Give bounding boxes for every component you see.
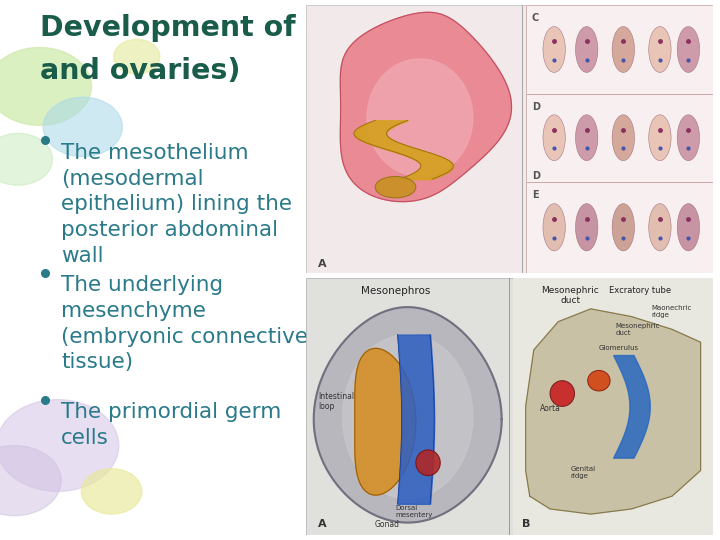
Text: D: D [532, 171, 540, 181]
FancyBboxPatch shape [306, 278, 713, 535]
Ellipse shape [612, 115, 634, 160]
Text: B: B [521, 519, 530, 529]
Ellipse shape [678, 204, 700, 251]
Circle shape [114, 39, 160, 74]
Ellipse shape [678, 26, 700, 72]
Ellipse shape [649, 115, 671, 160]
Text: Mesonephric
duct: Mesonephric duct [615, 322, 660, 335]
Polygon shape [367, 59, 473, 177]
Text: Gonad: Gonad [375, 520, 400, 529]
Circle shape [0, 48, 91, 125]
Text: Glomerulus: Glomerulus [599, 345, 639, 351]
Ellipse shape [375, 177, 416, 198]
Text: Development of gonads (testes: Development of gonads (testes [40, 14, 545, 42]
Ellipse shape [543, 204, 565, 251]
Text: and ovaries): and ovaries) [40, 57, 240, 85]
Ellipse shape [416, 450, 440, 476]
FancyBboxPatch shape [513, 278, 713, 535]
Polygon shape [341, 12, 511, 201]
Ellipse shape [649, 204, 671, 251]
Text: The primordial germ
cells: The primordial germ cells [61, 402, 282, 448]
Text: Excratory tube: Excratory tube [608, 286, 670, 295]
FancyBboxPatch shape [526, 5, 713, 93]
Ellipse shape [575, 115, 598, 160]
FancyBboxPatch shape [526, 93, 713, 182]
Ellipse shape [588, 370, 610, 391]
FancyBboxPatch shape [526, 5, 713, 273]
Text: A: A [318, 259, 327, 269]
Ellipse shape [550, 381, 575, 406]
Ellipse shape [678, 115, 700, 160]
Text: Mesonephros: Mesonephros [361, 286, 430, 296]
Text: Dorsal
mesentery: Dorsal mesentery [395, 505, 433, 518]
Text: E: E [532, 190, 539, 200]
Polygon shape [343, 335, 473, 498]
Circle shape [0, 446, 61, 516]
Text: The underlying
mesenchyme
(embryonic connective
tissue): The underlying mesenchyme (embryonic con… [61, 275, 308, 372]
Circle shape [0, 400, 119, 491]
Circle shape [43, 97, 122, 157]
Ellipse shape [612, 26, 634, 72]
Polygon shape [526, 309, 701, 514]
Ellipse shape [649, 26, 671, 72]
Text: C: C [532, 14, 539, 23]
Text: The mesothelium
(mesodermal
epithelium) lining the
posterior abdominal
wall: The mesothelium (mesodermal epithelium) … [61, 143, 292, 266]
FancyBboxPatch shape [526, 182, 713, 273]
FancyBboxPatch shape [306, 5, 713, 273]
Polygon shape [314, 307, 502, 523]
Ellipse shape [612, 204, 634, 251]
Text: Mesonephric
duct: Mesonephric duct [541, 286, 599, 305]
Ellipse shape [543, 115, 565, 160]
Text: Intestinal
loop: Intestinal loop [318, 392, 354, 411]
Text: Genital
ridge: Genital ridge [570, 466, 595, 479]
Text: D: D [532, 102, 540, 112]
Polygon shape [355, 348, 416, 495]
Ellipse shape [575, 26, 598, 72]
Ellipse shape [575, 204, 598, 251]
Text: A: A [318, 519, 327, 529]
Text: Aorta: Aorta [540, 404, 560, 414]
Text: Maonechric
ridge: Maonechric ridge [652, 305, 692, 318]
Ellipse shape [543, 26, 565, 72]
Circle shape [0, 133, 53, 185]
Circle shape [81, 469, 142, 514]
